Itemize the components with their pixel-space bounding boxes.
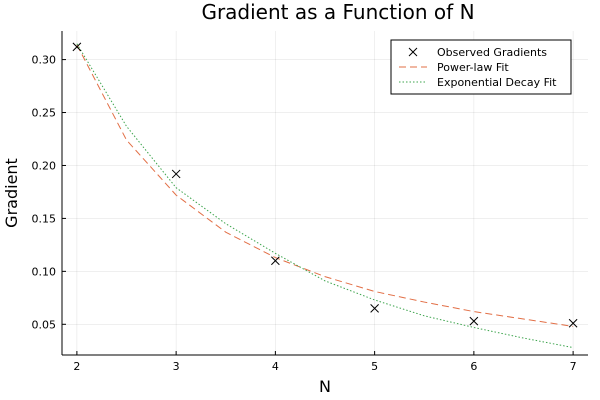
data-point: [72, 42, 82, 52]
legend-label: Exponential Decay Fit: [437, 76, 557, 89]
series-line-exponential-decay-fit: [76, 43, 574, 349]
y-tick-label: 0.15: [32, 212, 57, 225]
y-tick-label: 0.30: [32, 54, 57, 67]
y-tick-label: 0.10: [32, 265, 57, 278]
data-point-stroke: [370, 304, 379, 313]
data-point-stroke: [271, 256, 280, 266]
legend-marker: [408, 47, 418, 57]
data-point: [171, 169, 181, 179]
x-tick-label: 7: [570, 360, 577, 373]
data-point: [370, 304, 379, 313]
data-point-stroke: [72, 42, 82, 52]
y-axis-label: Gradient: [2, 158, 21, 228]
series-line-power-law-fit: [76, 44, 574, 327]
axes: [61, 31, 588, 356]
y-tick-label: 0.20: [32, 159, 57, 172]
x-tick-label: 3: [173, 360, 180, 373]
data-point: [568, 318, 578, 328]
data-point-stroke: [568, 318, 578, 328]
x-tick-label: 4: [272, 360, 279, 373]
data-point: [271, 256, 280, 266]
legend-label: Power-law Fit: [437, 61, 509, 74]
legend: Observed Gradients Power-law Fit Exponenti…: [390, 39, 572, 95]
data-point-stroke: [469, 316, 479, 326]
legend-label: Observed Gradients: [437, 46, 547, 59]
x-tick-label: 2: [73, 360, 80, 373]
data-point-stroke: [171, 169, 181, 179]
x-tick-label: 6: [470, 360, 477, 373]
chart-title: Gradient as a Function of N: [201, 0, 474, 24]
y-tick-label: 0.05: [32, 318, 57, 331]
y-ticks: 0.05 0.10 0.15 0.20 0.25 0.30: [32, 54, 66, 331]
data-point: [469, 316, 479, 326]
x-axis-label: N: [319, 377, 331, 396]
x-tick-label: 5: [371, 360, 378, 373]
y-tick-label: 0.25: [32, 107, 57, 120]
x-ticks: 2 3 4 5 6 7: [73, 351, 577, 373]
plot-area: [72, 42, 578, 349]
grid: [62, 31, 588, 355]
